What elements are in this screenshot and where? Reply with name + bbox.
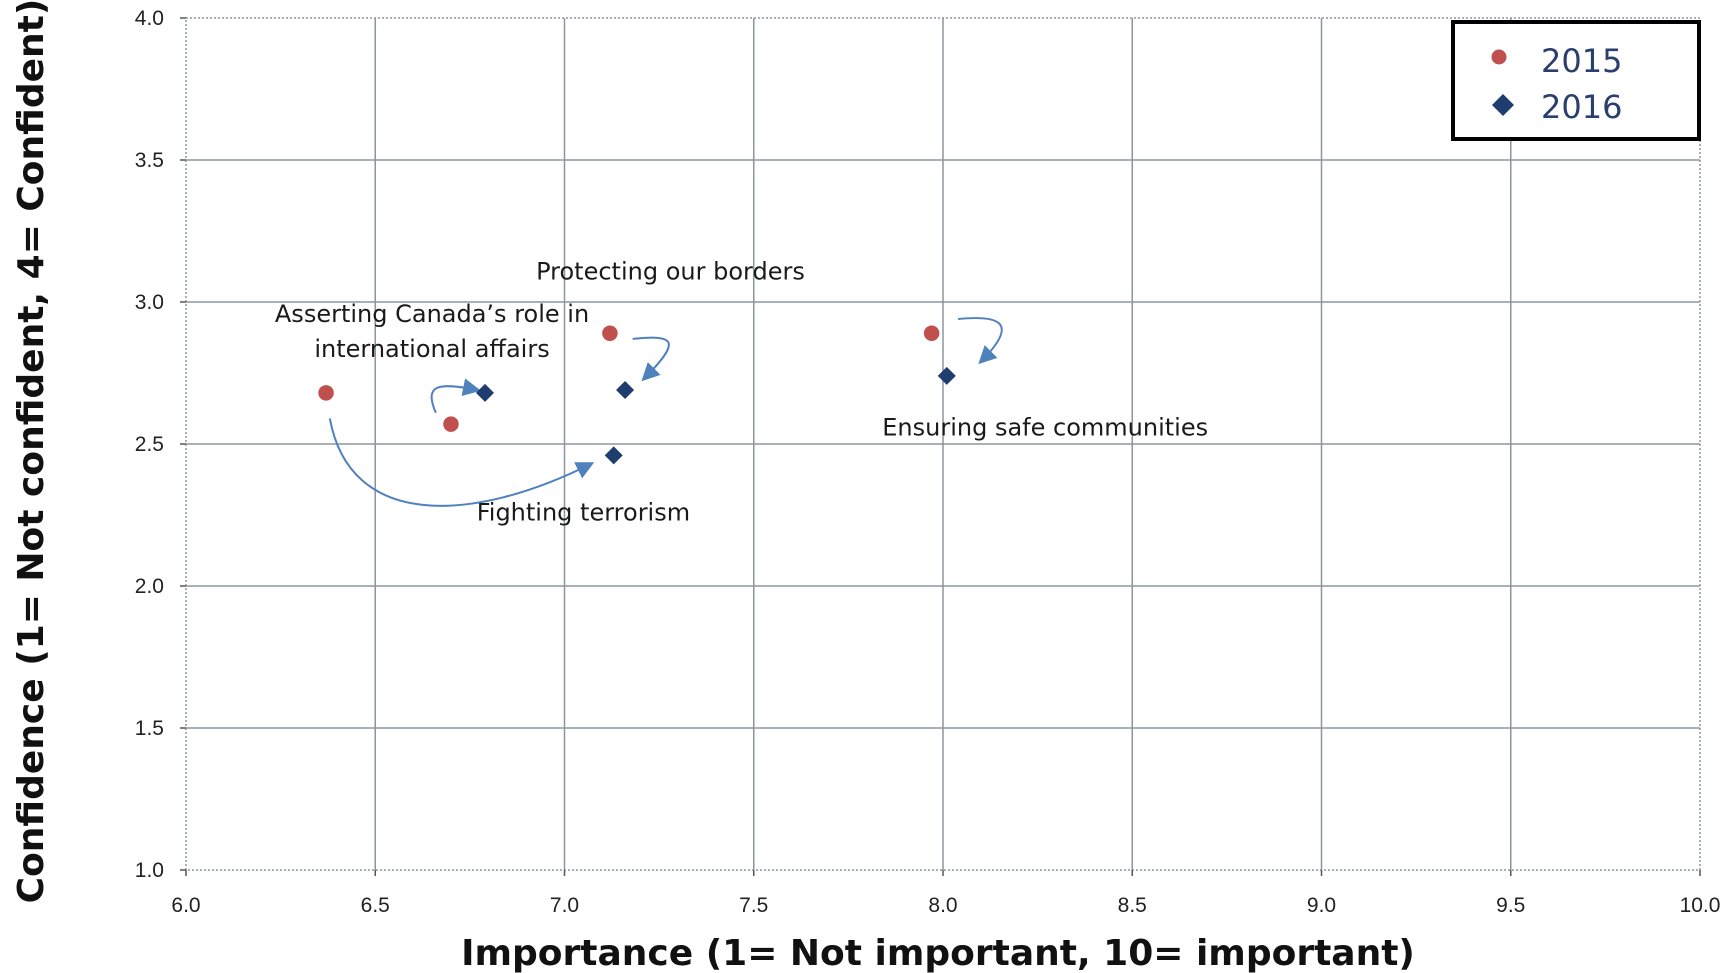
- y-tick-label: 3.5: [135, 149, 164, 172]
- legend: 2015 2016: [1451, 20, 1701, 141]
- x-tick-label: 7.5: [739, 894, 768, 917]
- annotations: Protecting our borders Asserting Canada’s…: [275, 257, 1208, 526]
- annotation-label: Protecting our borders: [536, 257, 805, 285]
- y-tick-label: 4.0: [135, 7, 164, 30]
- y-tick-label: 1.0: [135, 859, 164, 882]
- point-2016: [937, 366, 956, 385]
- legend-label-2016: 2016: [1541, 88, 1622, 126]
- point-2015: [921, 322, 942, 344]
- x-axis-title: Importance (1= Not important, 10= import…: [461, 933, 1415, 973]
- x-tick-label: 7.0: [550, 894, 579, 917]
- y-tick-label: 2.0: [135, 575, 164, 598]
- x-tick-label: 9.0: [1307, 894, 1336, 917]
- trend-arrow: [328, 418, 595, 507]
- y-axis-title: Confidence (1= Not confident, 4= Confide…: [11, 0, 52, 903]
- annotation-label: Asserting Canada’s role in: [275, 300, 589, 328]
- y-tick-label: 2.5: [135, 433, 164, 456]
- trend-arrow: [958, 317, 1003, 365]
- annotation-label: Ensuring safe communities: [882, 413, 1208, 441]
- trend-arrow: [632, 336, 670, 382]
- y-tick-label: 3.0: [135, 291, 164, 314]
- point-2016: [604, 446, 623, 465]
- tick-labels: 6.0 6.5 7.0 7.5 8.0 8.5 9.0 9.5 10.0 1.0 1.5 2.0 2.5…: [135, 7, 1721, 917]
- y-tick-label: 1.5: [135, 717, 164, 740]
- point-2015: [440, 413, 462, 435]
- grid: [180, 17, 1701, 876]
- point-2015: [599, 322, 621, 344]
- x-tick-label: 10.0: [1680, 894, 1721, 917]
- legend-label-2015: 2015: [1541, 42, 1622, 80]
- x-tick-label: 6.0: [171, 894, 200, 917]
- legend-box: [1451, 20, 1701, 141]
- trend-arrow: [430, 378, 481, 414]
- x-tick-label: 9.5: [1496, 894, 1525, 917]
- point-2016: [476, 383, 495, 402]
- x-tick-label: 8.5: [1118, 894, 1147, 917]
- legend-marker-2016: [1492, 94, 1514, 116]
- annotation-label: Fighting terrorism: [477, 499, 690, 527]
- x-tick-label: 6.5: [361, 894, 390, 917]
- annotation-label: international affairs: [314, 335, 549, 363]
- legend-marker-2015: [1491, 49, 1507, 65]
- arrows: [328, 317, 1003, 507]
- data-points: [315, 322, 956, 465]
- x-tick-label: 8.0: [928, 894, 957, 917]
- point-2015: [315, 382, 337, 404]
- point-2016: [616, 381, 635, 400]
